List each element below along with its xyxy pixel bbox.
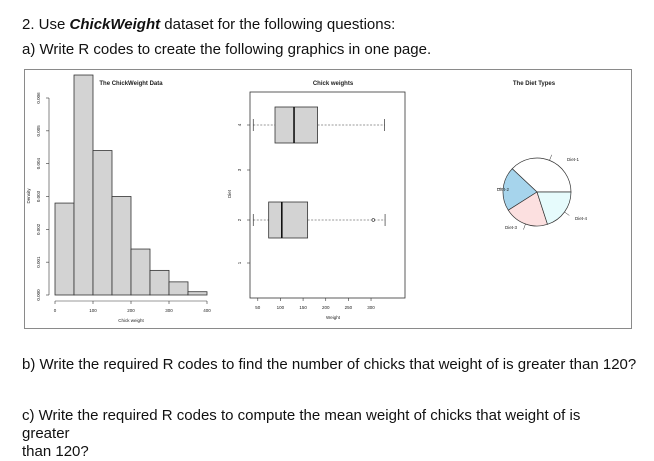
boxplot-box [268, 201, 309, 239]
histogram-y-tick-label: 0.006 [36, 92, 41, 104]
boxplot-x-tick-label: 150 [299, 305, 307, 310]
question-heading-suffix: dataset for the following questions: [160, 16, 396, 33]
dataset-name: ChickWeight [69, 16, 161, 33]
histogram-bar [54, 202, 75, 296]
r-graphics-figure: The ChickWeight Data 0 100 200 300 400 Chick w… [24, 69, 632, 329]
boxplot-y-tick-label: 2 [237, 218, 242, 221]
histogram-y-tick-label: 0.003 [36, 190, 41, 202]
histogram-y-tick-label: 0.001 [36, 256, 41, 268]
boxplot-outlier [371, 218, 375, 222]
pie-slice [536, 191, 572, 225]
histogram-y-tick-label: 0.004 [36, 158, 41, 170]
boxplot-box [274, 106, 318, 144]
pie-slice-label: Diet-4 [575, 216, 588, 221]
histogram-x-tick-label: 200 [127, 308, 135, 313]
pie-label-leader [497, 187, 504, 190]
histogram-x-tick-label: 100 [89, 308, 97, 313]
histogram-bar [92, 150, 113, 296]
boxplot-x-tick-label: 200 [322, 305, 330, 310]
boxplot-y-label: Diet [227, 189, 232, 198]
histogram-x-label: Chick weight [118, 318, 144, 323]
pie-label-leader [549, 154, 552, 161]
pie-slice [511, 157, 572, 193]
part-c-line-1: c) Write the required R codes to compute… [22, 407, 581, 442]
pie-title: The Diet Types [513, 81, 556, 87]
boxplot-x-tick-label: 50 [255, 305, 261, 310]
histogram-x-tick-label: 300 [165, 308, 173, 313]
boxplot-x-tick-label: 100 [277, 305, 285, 310]
histogram-y-tick-label: 0.005 [36, 125, 41, 137]
pie-label-leader [564, 211, 570, 216]
part-a-text: a) Write R codes to create the following… [22, 41, 432, 58]
pie-label-leader [523, 223, 526, 230]
figure-canvas: The ChickWeight Data 0 100 200 300 400 Chick w… [26, 74, 588, 323]
boxplot-y-tick-label: 1 [237, 261, 242, 264]
boxplot-x-tick-label: 250 [345, 305, 353, 310]
histogram-bar [149, 269, 170, 296]
pie-slice-label: Diet-1 [567, 157, 580, 162]
boxplot-x-label: Weight [326, 315, 341, 320]
question-heading: 2. Use ChickWeight dataset for the follo… [22, 16, 395, 33]
boxplot-frame [249, 91, 406, 299]
histogram-y-label: Density [26, 188, 31, 204]
histogram-bar [187, 291, 208, 296]
part-c-text: c) Write the required R codes to compute… [22, 407, 632, 461]
histogram-bar [73, 74, 94, 296]
histogram-bar [111, 196, 132, 296]
histogram-y-tick-label: 0.002 [36, 223, 41, 235]
pie-slice-label: Diet-3 [505, 225, 518, 230]
pie-slice-label: Diet-2 [497, 187, 510, 192]
histogram-x-tick-label: 400 [203, 308, 211, 313]
histogram-x-tick-label: 0 [54, 308, 57, 313]
boxplot-y-tick-label: 3 [237, 168, 242, 171]
pie-slice [502, 168, 538, 211]
boxplot-title: Chick weights [313, 81, 354, 87]
boxplot-y-tick-label: 4 [237, 123, 242, 126]
question-prefix: 2. Use [22, 16, 70, 33]
histogram-title: The ChickWeight Data [99, 81, 163, 87]
part-c-line-2: than 120? [22, 443, 89, 460]
histogram-bar [168, 281, 189, 296]
part-b-text: b) Write the required R codes to find th… [22, 356, 637, 373]
boxplot-x-tick-label: 300 [367, 305, 375, 310]
histogram-y-tick-label: 0.000 [36, 289, 41, 301]
histogram-bar [130, 248, 151, 296]
